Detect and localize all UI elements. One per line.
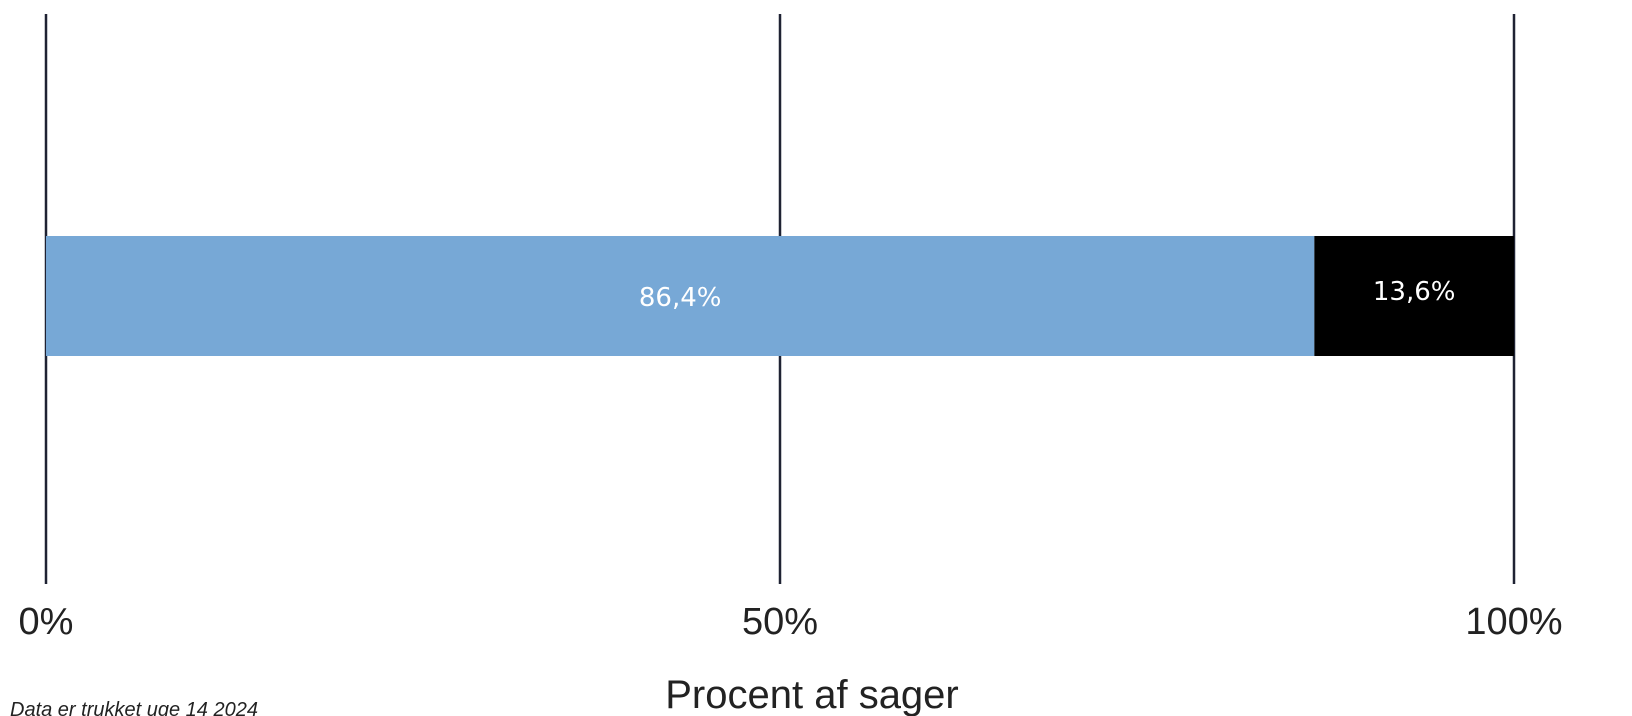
- x-tick-label-0: 0%: [19, 601, 74, 643]
- bar-segment-1: [46, 236, 1315, 356]
- data-label-1: 86,4%: [639, 283, 722, 313]
- bar-segments: [46, 236, 1514, 356]
- x-axis-title: Procent af sager: [665, 673, 959, 716]
- x-tick-labels: 0% 50% 100%: [19, 601, 1563, 643]
- x-tick-label-50: 50%: [742, 601, 818, 643]
- data-label-2: 13,6%: [1373, 277, 1456, 307]
- footnote: Data er trukket uge 14 2024: [10, 699, 258, 716]
- x-tick-label-100: 100%: [1465, 601, 1562, 643]
- bar-segment-2: [1314, 236, 1514, 356]
- data-labels: 86,4% 13,6%: [639, 277, 1456, 313]
